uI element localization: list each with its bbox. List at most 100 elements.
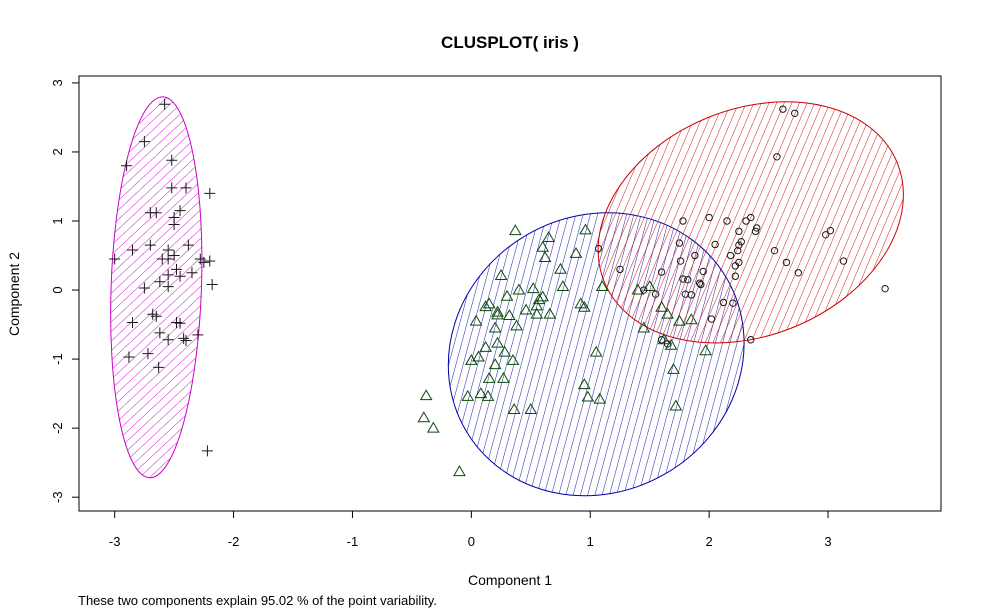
circle-marker bbox=[821, 231, 830, 239]
x-tick-label: -3 bbox=[109, 534, 121, 549]
plus-marker bbox=[206, 279, 218, 291]
circle-marker bbox=[699, 267, 707, 276]
circle-marker bbox=[731, 272, 740, 280]
plus-marker bbox=[127, 244, 139, 256]
triangle-marker bbox=[503, 309, 516, 321]
circle-marker bbox=[726, 251, 735, 260]
circle-marker bbox=[826, 226, 835, 235]
triangle-marker bbox=[498, 345, 512, 357]
triangle-marker bbox=[530, 299, 544, 311]
triangle-marker bbox=[474, 387, 488, 399]
triangle-marker bbox=[488, 358, 502, 370]
triangle-marker bbox=[673, 314, 686, 326]
circle-marker bbox=[679, 217, 687, 225]
plus-marker bbox=[153, 361, 165, 373]
plus-marker bbox=[192, 329, 204, 341]
plus-marker bbox=[168, 250, 180, 262]
triangle-marker bbox=[491, 308, 504, 320]
triangle-marker bbox=[526, 282, 540, 294]
triangle-marker bbox=[536, 240, 550, 252]
circle-marker bbox=[794, 269, 803, 277]
circle-marker bbox=[735, 227, 743, 236]
plus-marker bbox=[166, 154, 178, 166]
circle-marker bbox=[679, 275, 687, 283]
circle-marker bbox=[753, 224, 761, 232]
circle-marker bbox=[731, 262, 740, 270]
triangle-marker bbox=[554, 262, 567, 274]
triangle-marker bbox=[500, 289, 514, 301]
triangle-marker bbox=[512, 283, 526, 295]
circle-marker bbox=[651, 290, 660, 298]
variability-footnote: These two components explain 95.02 % of … bbox=[78, 593, 437, 608]
circle-marker bbox=[681, 290, 690, 298]
triangle-marker bbox=[419, 389, 433, 401]
triangle-marker bbox=[589, 345, 603, 357]
plus-marker bbox=[170, 263, 182, 275]
triangle-marker bbox=[542, 231, 556, 243]
y-tick-label: 0 bbox=[50, 286, 65, 293]
circle-marker bbox=[711, 240, 719, 249]
cluster-ellipse-outline bbox=[597, 101, 904, 344]
plus-marker bbox=[162, 253, 174, 265]
cluster-ellipse-hatch bbox=[110, 96, 202, 478]
plus-marker bbox=[201, 445, 213, 457]
circle-marker bbox=[782, 258, 791, 267]
plus-marker bbox=[154, 276, 166, 288]
x-tick-label: -2 bbox=[228, 534, 240, 549]
circle-marker bbox=[839, 257, 848, 265]
data-points bbox=[109, 98, 889, 477]
triangle-marker bbox=[661, 307, 674, 319]
triangle-marker bbox=[508, 224, 522, 236]
circle-marker bbox=[707, 315, 716, 323]
circle-marker bbox=[657, 268, 666, 276]
triangle-marker bbox=[593, 392, 607, 404]
plus-marker bbox=[162, 281, 174, 293]
circle-marker bbox=[881, 284, 889, 293]
circle-marker bbox=[723, 217, 731, 225]
triangle-marker bbox=[581, 390, 595, 402]
plus-marker bbox=[162, 269, 174, 281]
circle-marker bbox=[733, 246, 742, 255]
triangle-marker bbox=[530, 307, 544, 319]
triangle-marker bbox=[479, 340, 492, 352]
plus-marker bbox=[142, 348, 154, 360]
triangle-marker bbox=[655, 300, 668, 312]
plus-marker bbox=[182, 239, 194, 251]
triangle-marker bbox=[426, 421, 440, 433]
triangle-marker bbox=[536, 290, 550, 302]
cluster-ellipse-hatch bbox=[598, 101, 904, 343]
x-tick-label: 1 bbox=[587, 534, 594, 549]
y-tick-label: 3 bbox=[50, 79, 65, 86]
triangle-marker bbox=[669, 399, 683, 411]
plus-marker bbox=[204, 187, 216, 199]
circle-marker bbox=[747, 213, 755, 222]
triangle-marker bbox=[577, 378, 591, 390]
circle-marker bbox=[719, 298, 728, 307]
x-tick-label: -1 bbox=[347, 534, 359, 549]
chart-title: CLUSPLOT( iris ) bbox=[441, 33, 579, 52]
triangle-marker bbox=[481, 389, 495, 401]
plus-marker bbox=[138, 282, 150, 294]
y-tick-label: -3 bbox=[50, 491, 65, 503]
triangle-marker bbox=[488, 321, 502, 333]
plus-marker bbox=[162, 334, 174, 346]
x-axis-label: Component 1 bbox=[468, 572, 552, 588]
circle-marker bbox=[705, 213, 713, 222]
circle-marker bbox=[695, 279, 704, 287]
circle-marker bbox=[747, 336, 755, 344]
triangle-marker bbox=[643, 280, 657, 292]
triangle-marker bbox=[684, 313, 698, 325]
plus-marker bbox=[178, 332, 190, 344]
y-tick-label: -2 bbox=[50, 422, 65, 434]
triangle-marker bbox=[524, 403, 538, 414]
plus-marker bbox=[109, 253, 121, 265]
y-axis: -3 -2 -1 0 1 2 3 bbox=[50, 79, 80, 503]
circle-marker bbox=[684, 275, 692, 284]
circle-marker bbox=[663, 340, 672, 348]
plus-marker bbox=[166, 182, 178, 194]
y-tick-label: 2 bbox=[50, 148, 65, 155]
plus-marker bbox=[168, 218, 180, 230]
triangle-marker bbox=[482, 371, 496, 383]
